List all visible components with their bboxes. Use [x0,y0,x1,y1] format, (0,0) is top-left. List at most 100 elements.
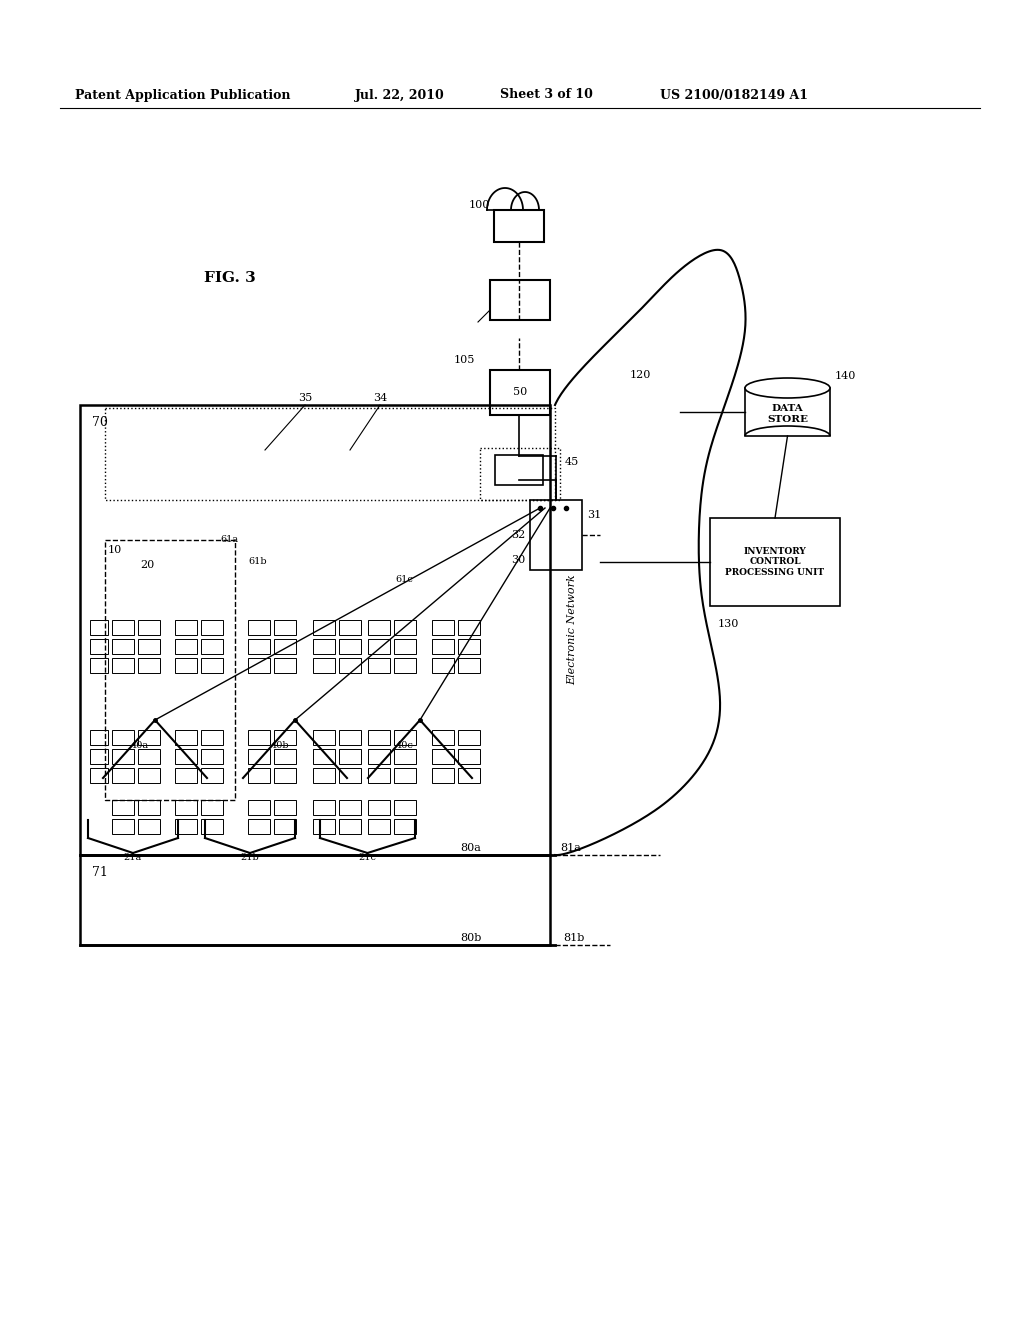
Bar [90,620,108,635]
Bar [112,800,134,814]
Bar [175,768,197,783]
Bar [201,748,223,764]
Bar [274,748,296,764]
Bar [201,657,223,673]
Bar [90,639,108,653]
Bar [90,657,108,673]
Bar [138,620,160,635]
Text: Patent Application Publication: Patent Application Publication [75,88,291,102]
Text: 34: 34 [373,393,387,403]
Bar [458,657,480,673]
Text: 81a: 81a [560,843,581,853]
Bar [90,768,108,783]
Bar [458,748,480,764]
Bar [175,748,197,764]
Bar [458,730,480,744]
Bar [339,730,361,744]
Bar [138,818,160,834]
Bar [339,800,361,814]
Bar [339,639,361,653]
Bar [112,620,134,635]
Text: 70: 70 [92,417,108,429]
Text: 40a: 40a [131,741,150,750]
Bar [495,455,543,484]
Bar [313,639,335,653]
Bar [248,639,270,653]
Bar [138,639,160,653]
Bar [458,639,480,653]
Bar [112,639,134,653]
Bar [248,730,270,744]
Text: 61b: 61b [248,557,266,566]
Bar [201,620,223,635]
Bar [313,818,335,834]
Bar [274,639,296,653]
Ellipse shape [745,378,830,399]
Bar [80,855,550,945]
Bar [394,657,416,673]
Bar [313,620,335,635]
Text: 10: 10 [108,545,122,554]
Bar [432,730,454,744]
Bar [339,657,361,673]
Bar [112,657,134,673]
Bar [432,657,454,673]
Text: 45: 45 [565,457,580,467]
Bar [394,730,416,744]
Bar [368,730,390,744]
Text: 120: 120 [630,370,651,380]
Text: 80a: 80a [460,843,481,853]
Bar [274,768,296,783]
Bar [490,370,550,414]
Bar [313,748,335,764]
Bar [248,620,270,635]
Bar [248,748,270,764]
Bar [138,748,160,764]
Bar [490,280,550,319]
Text: 21b: 21b [241,854,259,862]
Text: 81b: 81b [563,933,585,942]
Bar [368,639,390,653]
Text: 100: 100 [469,201,490,210]
Text: FIG. 3: FIG. 3 [204,271,256,285]
Bar [368,818,390,834]
Bar [339,620,361,635]
Bar [112,730,134,744]
Text: 61c: 61c [395,576,413,585]
Bar [90,730,108,744]
Bar [80,405,550,855]
Bar [274,818,296,834]
Bar [313,657,335,673]
Bar [313,800,335,814]
Text: US 2100/0182149 A1: US 2100/0182149 A1 [660,88,808,102]
Text: Sheet 3 of 10: Sheet 3 of 10 [500,88,593,102]
Text: 30: 30 [511,554,525,565]
Bar [394,748,416,764]
Text: 21c: 21c [358,854,376,862]
Bar [248,657,270,673]
Bar [112,818,134,834]
Bar [313,730,335,744]
Bar [368,768,390,783]
Bar [368,657,390,673]
Bar [138,800,160,814]
Bar [201,768,223,783]
Bar [138,768,160,783]
Bar [274,730,296,744]
Text: 50: 50 [513,387,527,397]
Bar [432,768,454,783]
Bar [339,748,361,764]
Bar [138,657,160,673]
Bar [248,768,270,783]
Bar [313,768,335,783]
Bar [201,818,223,834]
Bar [394,818,416,834]
Bar [138,730,160,744]
Text: 140: 140 [835,371,856,381]
Bar [248,800,270,814]
Text: 20: 20 [140,560,155,570]
Text: 35: 35 [298,393,312,403]
Bar [274,620,296,635]
Bar [394,639,416,653]
Bar [494,210,544,242]
